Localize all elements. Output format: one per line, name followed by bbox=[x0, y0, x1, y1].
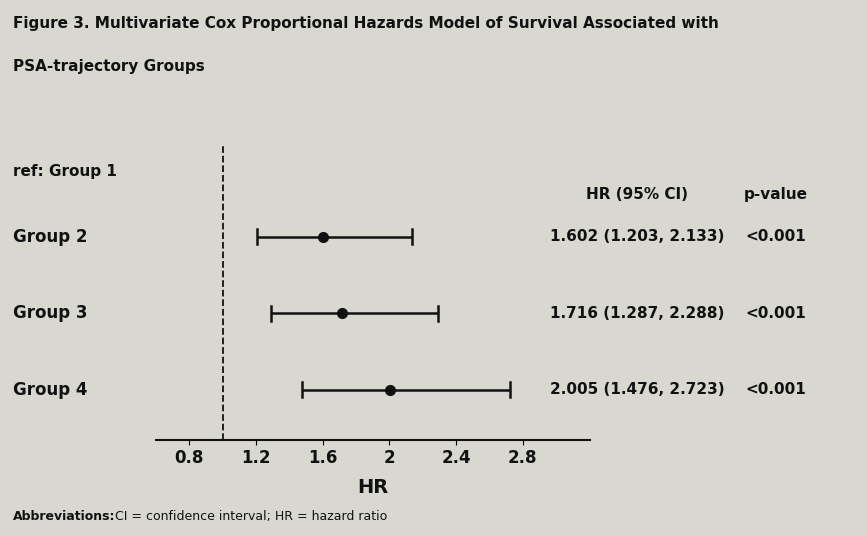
Text: ref: Group 1: ref: Group 1 bbox=[13, 164, 117, 179]
Text: <0.001: <0.001 bbox=[746, 229, 806, 244]
Text: PSA-trajectory Groups: PSA-trajectory Groups bbox=[13, 59, 205, 74]
Text: 2.005 (1.476, 2.723): 2.005 (1.476, 2.723) bbox=[550, 382, 725, 397]
Text: 1.716 (1.287, 2.288): 1.716 (1.287, 2.288) bbox=[550, 306, 725, 321]
Text: HR (95% CI): HR (95% CI) bbox=[586, 187, 688, 202]
Text: <0.001: <0.001 bbox=[746, 382, 806, 397]
Text: 1.602 (1.203, 2.133): 1.602 (1.203, 2.133) bbox=[550, 229, 725, 244]
Text: CI = confidence interval; HR = hazard ratio: CI = confidence interval; HR = hazard ra… bbox=[111, 510, 388, 523]
Text: Group 2: Group 2 bbox=[13, 228, 88, 245]
Text: Figure 3. Multivariate Cox Proportional Hazards Model of Survival Associated wit: Figure 3. Multivariate Cox Proportional … bbox=[13, 16, 719, 31]
Text: <0.001: <0.001 bbox=[746, 306, 806, 321]
Text: Group 3: Group 3 bbox=[13, 304, 88, 322]
Text: Abbreviations:: Abbreviations: bbox=[13, 510, 115, 523]
Text: p-value: p-value bbox=[744, 187, 808, 202]
Text: Group 4: Group 4 bbox=[13, 381, 88, 399]
X-axis label: HR: HR bbox=[357, 478, 388, 497]
